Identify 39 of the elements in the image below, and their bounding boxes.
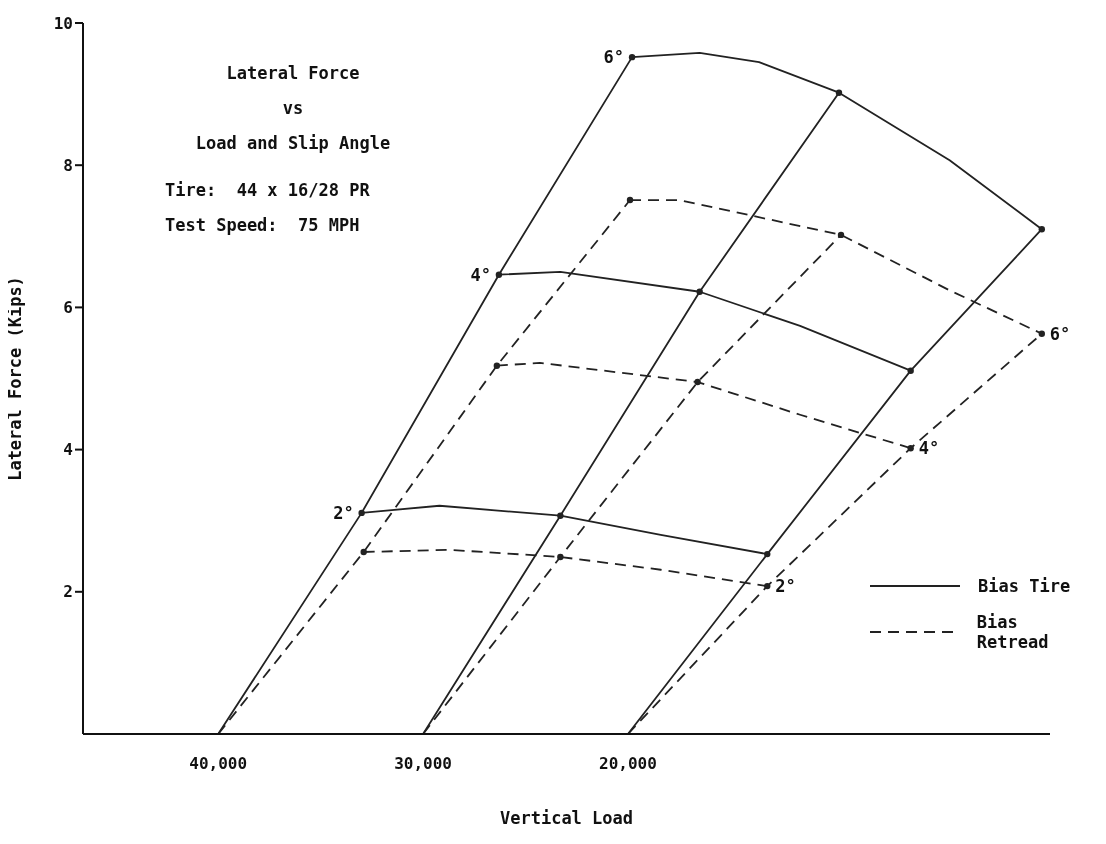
point <box>626 196 634 204</box>
point <box>764 550 771 558</box>
point <box>764 582 771 590</box>
annotation: 6° <box>1049 323 1071 344</box>
annotation: 6° <box>603 47 625 68</box>
annotation: 4° <box>470 264 491 285</box>
annotation: Tire: 44 x 16/28 PR <box>165 179 370 202</box>
point <box>1038 225 1046 233</box>
x-tick-label: 20,000 <box>599 754 657 774</box>
y-axis-title: Lateral Force (Kips) <box>5 276 26 481</box>
text: Lateral Force vs Load and Slip Angle <box>194 62 392 155</box>
point <box>493 362 501 369</box>
y-tick-label: 6 <box>63 298 73 318</box>
x-tick-label: 40,000 <box>189 754 248 774</box>
annotation: 4° <box>918 438 940 459</box>
text: Bias Tire <box>978 576 1071 596</box>
point <box>907 367 914 374</box>
point <box>628 53 636 61</box>
point <box>557 512 564 519</box>
point <box>360 548 367 556</box>
point <box>557 553 564 561</box>
point <box>696 288 703 295</box>
point <box>694 378 701 386</box>
point <box>495 271 503 278</box>
y-tick-label: 2 <box>63 582 73 602</box>
annotation: Test Speed: 75 MPH <box>165 214 361 237</box>
x-tick-label: 30,000 <box>394 754 452 774</box>
annotation: 2° <box>775 576 796 597</box>
text: Bias Retread <box>976 612 1050 652</box>
point <box>835 89 843 96</box>
point <box>837 231 845 239</box>
y-tick-label: 10 <box>53 13 73 33</box>
point <box>1038 330 1046 337</box>
y-tick-label: 4 <box>63 440 73 460</box>
point <box>907 444 914 452</box>
x-axis-title: Vertical Load <box>499 808 634 828</box>
y-tick-label: 8 <box>63 155 73 175</box>
annotation: 2° <box>333 502 354 523</box>
point <box>358 509 365 517</box>
